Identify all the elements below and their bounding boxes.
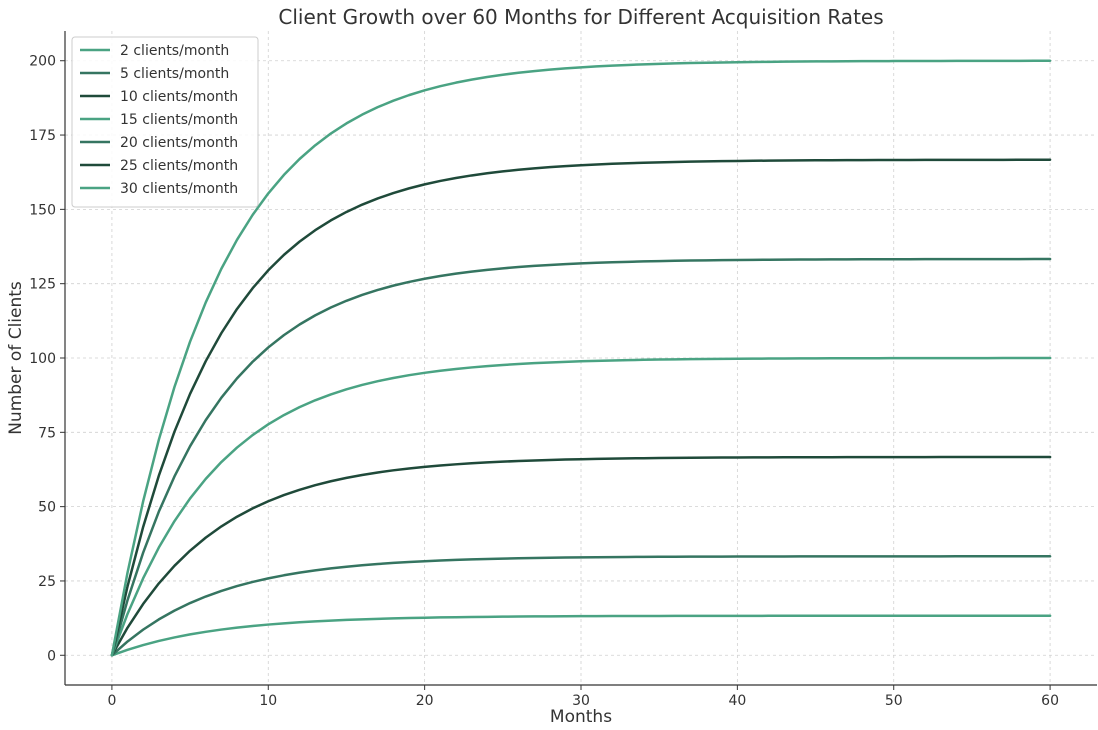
y-axis-label: Number of Clients (6, 281, 26, 435)
series-line-5-clients-per-month (110, 555, 1052, 657)
x-tick-label: 20 (416, 693, 434, 709)
series-line-2-clients-per-month (110, 614, 1052, 657)
x-tick-label: 50 (885, 693, 903, 709)
x-tick-label: 40 (728, 693, 746, 709)
y-tick-label: 75 (38, 425, 56, 441)
y-tick-label: 125 (29, 277, 56, 293)
legend: 2 clients/month 5 clients/month 10 clients… (71, 36, 259, 208)
y-tick-label: 150 (29, 202, 56, 218)
series-line-20-clients-per-month (110, 257, 1052, 657)
y-tick-label: 50 (38, 500, 56, 516)
legend-items: 2 clients/month 5 clients/month 10 clients… (80, 43, 238, 197)
series-line-25-clients-per-month (110, 158, 1052, 657)
x-tick-label: 30 (572, 693, 590, 709)
x-tick-label: 0 (107, 693, 116, 709)
legend-label: 15 clients/month (120, 112, 238, 128)
chart-title: Client Growth over 60 Months for Differe… (278, 5, 883, 29)
y-ticks: 0 25 50 75 100 125 150 175 200 (29, 54, 65, 664)
legend-label: 10 clients/month (120, 89, 238, 105)
series-line-30-clients-per-month (110, 59, 1052, 657)
y-tick-label: 100 (29, 351, 56, 367)
series-line-10-clients-per-month (110, 455, 1052, 657)
x-axis-label: Months (550, 707, 612, 727)
legend-label: 25 clients/month (120, 158, 238, 174)
y-tick-label: 0 (47, 648, 56, 664)
y-tick-label: 25 (38, 574, 56, 590)
legend-label: 2 clients/month (120, 43, 229, 59)
legend-label: 5 clients/month (120, 66, 229, 82)
series-layer (110, 59, 1052, 657)
legend-box (71, 36, 259, 208)
legend-label: 20 clients/month (120, 135, 238, 151)
series-line-15-clients-per-month (110, 356, 1052, 657)
legend-label: 30 clients/month (120, 181, 238, 197)
y-tick-label: 175 (29, 128, 56, 144)
x-tick-label: 60 (1041, 693, 1059, 709)
y-tick-label: 200 (29, 54, 56, 70)
x-tick-label: 10 (259, 693, 277, 709)
x-ticks: 0 10 20 30 40 50 60 (107, 685, 1059, 709)
